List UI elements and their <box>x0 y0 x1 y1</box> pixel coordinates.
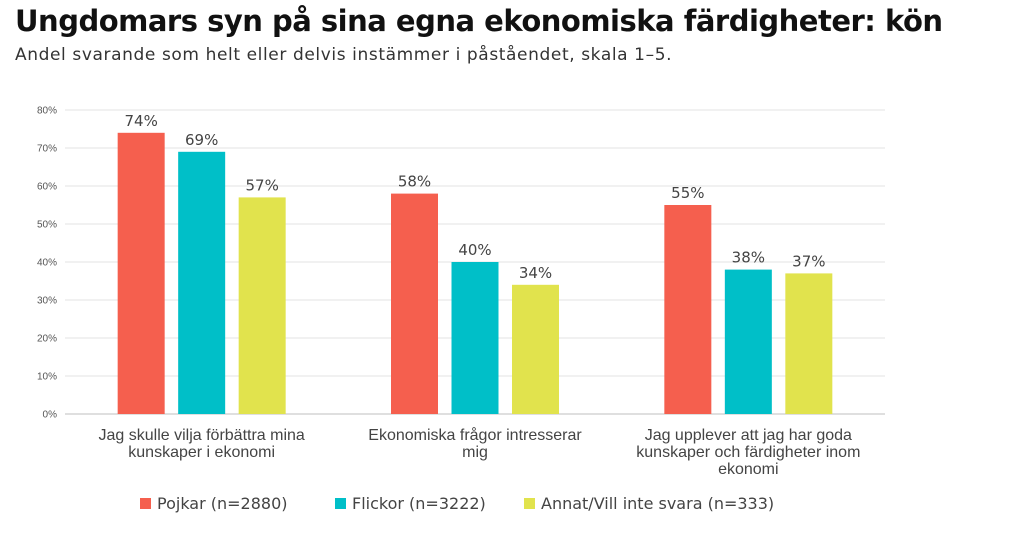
y-tick-label: 80% <box>37 106 57 117</box>
legend-label: Pojkar (n=2880) <box>157 494 288 513</box>
data-label: 40% <box>458 241 491 259</box>
data-label: 34% <box>519 264 552 282</box>
category-label: Jag upplever att jag har goda kunskaper o… <box>636 427 860 478</box>
y-tick-label: 70% <box>37 144 57 155</box>
bar-chart: 0% 10% 20% 30% 40% 50% 60% 70% 80% 74% 69% 57% Jag s… <box>37 106 885 478</box>
legend-swatch <box>524 498 535 509</box>
data-label: 74% <box>124 112 157 130</box>
category-label: Ekonomiska frågor intresserar mig <box>368 426 582 461</box>
data-label: 38% <box>732 249 765 267</box>
bar <box>117 132 165 415</box>
y-tick-label: 10% <box>37 372 57 383</box>
y-tick-label: 50% <box>37 220 57 231</box>
bar <box>785 273 833 414</box>
data-label: 37% <box>792 252 825 270</box>
legend-label: Flickor (n=3222) <box>352 494 486 513</box>
bar <box>238 197 286 414</box>
data-label: 55% <box>671 184 704 202</box>
y-tick-label: 20% <box>37 334 57 345</box>
legend-swatch <box>335 498 346 509</box>
y-tick-label: 30% <box>37 296 57 307</box>
y-tick-label: 0% <box>43 410 58 421</box>
legend-swatch <box>140 498 151 509</box>
y-tick-label: 40% <box>37 258 57 269</box>
legend-item: Pojkar (n=2880) <box>140 494 288 513</box>
bar <box>724 269 772 414</box>
chart-subtitle: Andel svarande som helt eller delvis ins… <box>15 45 673 65</box>
bar <box>512 284 559 414</box>
bar <box>178 151 226 415</box>
legend-label: Annat/Vill inte svara (n=333) <box>541 494 775 513</box>
bar <box>664 205 712 414</box>
category-label: Jag skulle vilja förbättra mina kunskaper… <box>99 427 305 461</box>
legend-item: Flickor (n=3222) <box>335 494 486 513</box>
data-label: 58% <box>398 173 431 191</box>
bar <box>391 193 438 414</box>
legend-item: Annat/Vill inte svara (n=333) <box>524 494 774 513</box>
bar <box>451 262 499 414</box>
chart-title: Ungdomars syn på sina egna ekonomiska fä… <box>15 4 943 38</box>
y-tick-label: 60% <box>37 182 57 193</box>
data-label: 57% <box>245 176 278 194</box>
data-label: 69% <box>185 131 218 149</box>
